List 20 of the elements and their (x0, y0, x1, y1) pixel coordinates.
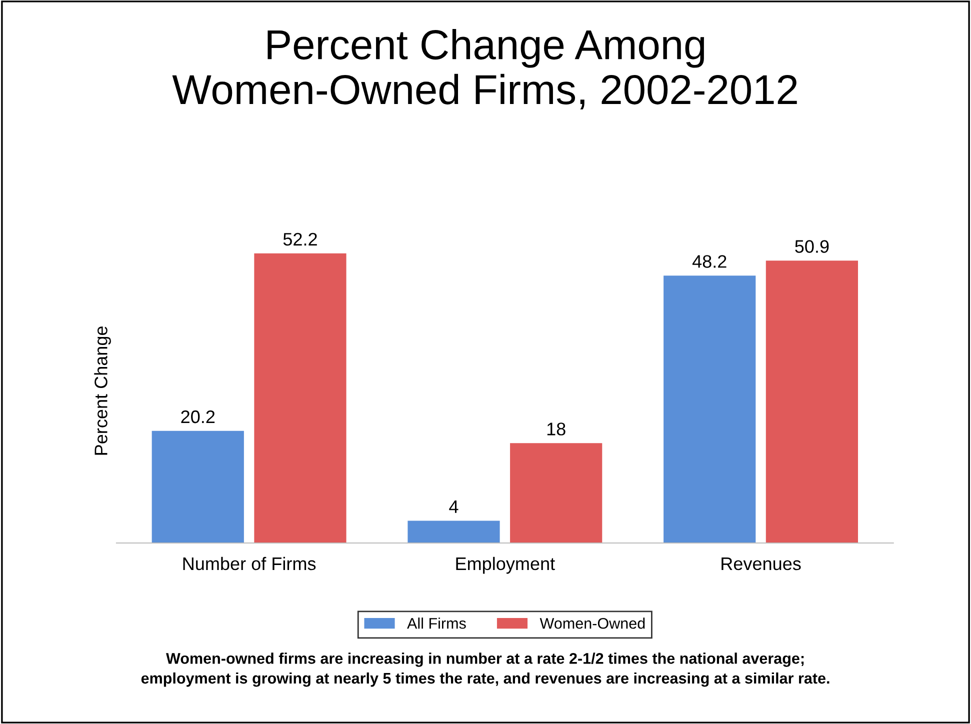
bar (664, 276, 756, 543)
x-tick-label: Employment (456, 556, 555, 574)
bar (510, 443, 602, 543)
bar (766, 260, 858, 543)
x-tick-label: Revenues (722, 558, 801, 570)
chart-title: Percent Change Among Women-Owned Firms, 2002-2012 (172, 28, 797, 110)
x-tick-label: Number of Firms (183, 556, 316, 570)
data-label: 52.2 (283, 232, 317, 246)
data-label: 20.2 (181, 410, 215, 424)
y-axis-title: Percent Change (94, 326, 111, 455)
bar (152, 430, 244, 543)
data-label: 4 (449, 500, 458, 513)
bar (254, 253, 346, 543)
data-label: 50.9 (795, 240, 829, 253)
data-label: 18 (547, 422, 566, 436)
bar (408, 520, 500, 543)
legend-label: All Firms (407, 618, 466, 629)
text: Women-owned firms are increasing in number at a rate 2-1/2 times the national average; employment is growing at nearly 5 times the rate, and revenues are increasing at a similar rate. (141, 652, 830, 687)
data-label: 48.2 (692, 255, 726, 268)
legend-label: Women-Owned (540, 618, 645, 629)
